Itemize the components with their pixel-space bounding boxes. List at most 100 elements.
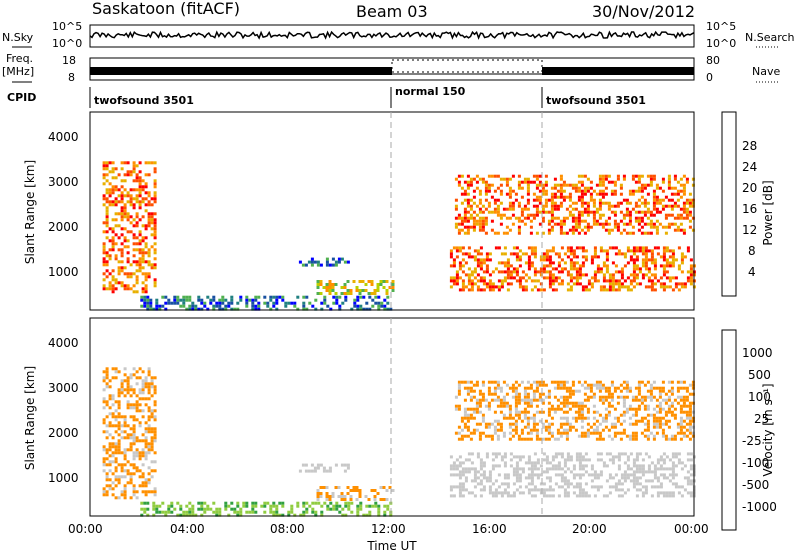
scatter-cell: [263, 295, 267, 299]
scatter-cell: [114, 257, 118, 261]
scatter-cell: [105, 269, 109, 273]
scatter-cell: [566, 452, 570, 456]
scatter-cell: [114, 400, 118, 404]
scatter-cell: [496, 210, 500, 214]
scatter-cell: [518, 255, 522, 259]
scatter-cell: [625, 198, 629, 202]
scatter-cell: [560, 246, 564, 250]
scatter-cell: [539, 491, 543, 495]
scatter-cell: [584, 464, 588, 468]
scatter-cell: [622, 395, 626, 399]
scatter-cell: [144, 227, 148, 231]
scatter-cell: [614, 288, 618, 292]
scatter-cell: [656, 485, 660, 489]
scatter-cell: [161, 295, 165, 299]
scatter-cell: [461, 488, 465, 492]
scatter-cell: [478, 389, 482, 393]
scatter-cell: [607, 401, 611, 405]
scatter-cell: [475, 186, 479, 190]
scatter-cell: [497, 285, 501, 289]
scatter-cell: [689, 264, 693, 268]
scatter-cell: [143, 507, 147, 511]
scatter-cell: [490, 437, 494, 441]
scatter-cell: [565, 386, 569, 390]
scatter-cell: [509, 276, 513, 280]
scatter-cell: [659, 458, 663, 462]
scatter-cell: [538, 222, 542, 226]
scatter-cell: [141, 439, 145, 443]
scatter-cell: [475, 174, 479, 178]
scatter-cell: [150, 415, 154, 419]
scatter-cell: [460, 416, 464, 420]
scatter-cell: [652, 225, 656, 229]
scatter-cell: [523, 407, 527, 411]
scatter-cell: [490, 195, 494, 199]
scatter-cell: [626, 464, 630, 468]
scatter-cell: [473, 473, 477, 477]
scatter-cell: [625, 410, 629, 414]
scatter-cell: [559, 386, 563, 390]
scatter-cell: [209, 298, 213, 302]
scatter-cell: [365, 504, 369, 508]
scatter-cell: [123, 266, 127, 270]
scatter-cell: [562, 383, 566, 387]
power-cbar-tick-5: 8: [748, 244, 756, 258]
scatter-cell: [368, 513, 372, 517]
scatter-cell: [129, 170, 133, 174]
scatter-cell: [647, 279, 651, 283]
scatter-cell: [102, 397, 106, 401]
scatter-cell: [671, 261, 675, 265]
scatter-cell: [596, 473, 600, 477]
scatter-cell: [535, 386, 539, 390]
scatter-cell: [653, 261, 657, 265]
scatter-cell: [599, 458, 603, 462]
scatter-cell: [649, 213, 653, 217]
scatter-cell: [313, 469, 317, 473]
scatter-cell: [105, 260, 109, 264]
scatter-cell: [586, 434, 590, 438]
scatter-cell: [590, 464, 594, 468]
scatter-cell: [102, 370, 106, 374]
scatter-cell: [605, 452, 609, 456]
scatter-cell: [470, 279, 474, 283]
scatter-cell: [105, 448, 109, 452]
scatter-cell: [114, 203, 118, 207]
scatter-cell: [610, 437, 614, 441]
scatter-cell: [129, 415, 133, 419]
scatter-cell: [105, 173, 109, 177]
scatter-cell: [515, 270, 519, 274]
scatter-cell: [111, 481, 115, 485]
scatter-cell: [673, 177, 677, 181]
scatter-cell: [126, 191, 130, 195]
scatter-cell: [170, 501, 174, 505]
scatter-cell: [470, 255, 474, 259]
scatter-cell: [129, 215, 133, 219]
scatter-cell: [595, 431, 599, 435]
scatter-cell: [553, 201, 557, 205]
scatter-cell: [152, 513, 156, 517]
scatter-cell: [487, 407, 491, 411]
scatter-cell: [667, 380, 671, 384]
scatter-cell: [550, 186, 554, 190]
scatter-cell: [584, 288, 588, 292]
scatter-cell: [644, 246, 648, 250]
scatter-cell: [622, 413, 626, 417]
scatter-cell: [509, 252, 513, 256]
scatter-cell: [368, 295, 372, 299]
scatter-cell: [586, 428, 590, 432]
scatter-cell: [479, 261, 483, 265]
scatter-cell: [120, 284, 124, 288]
scatter-cell: [671, 491, 675, 495]
scatter-cell: [120, 233, 124, 237]
scatter-cell: [132, 430, 136, 434]
scatter-cell: [523, 413, 527, 417]
scatter-cell: [535, 174, 539, 178]
scatter-cell: [551, 276, 555, 280]
scatter-cell: [643, 183, 647, 187]
scatter-cell: [144, 278, 148, 282]
scatter-cell: [153, 182, 157, 186]
scatter-cell: [595, 419, 599, 423]
scatter-cell: [551, 455, 555, 459]
scatter-cell: [140, 298, 144, 302]
scatter-cell: [545, 470, 549, 474]
